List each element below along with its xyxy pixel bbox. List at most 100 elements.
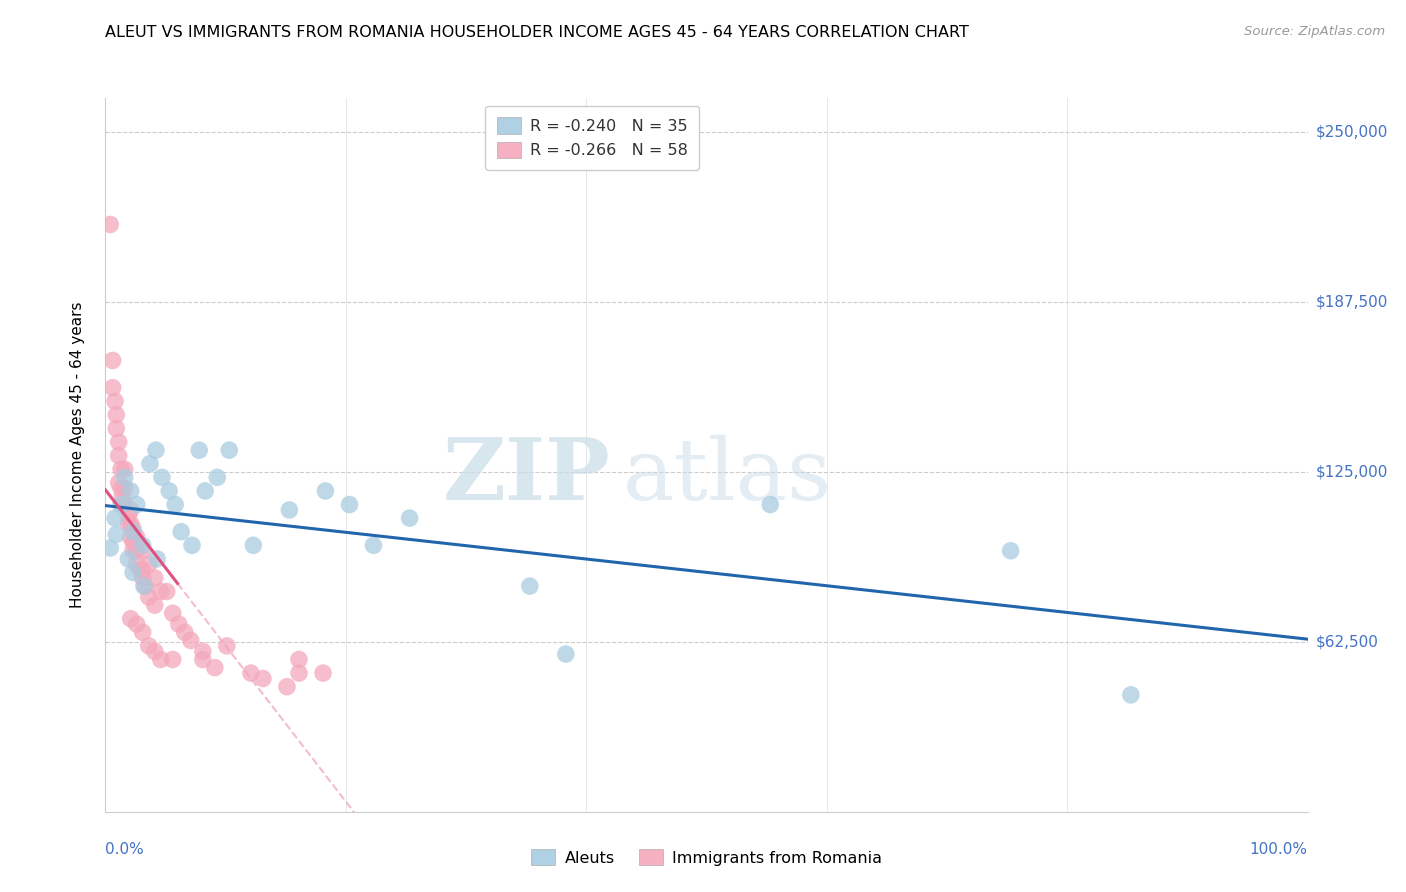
Point	[242, 538, 264, 552]
Legend: Aleuts, Immigrants from Romania: Aleuts, Immigrants from Romania	[522, 839, 891, 875]
Point	[173, 625, 195, 640]
Point	[114, 462, 136, 476]
Point	[149, 652, 172, 666]
Point	[101, 381, 124, 395]
Point	[110, 462, 132, 476]
Point	[288, 652, 311, 666]
Point	[132, 625, 155, 640]
Text: Source: ZipAtlas.com: Source: ZipAtlas.com	[1244, 25, 1385, 38]
Point	[125, 530, 148, 544]
Point	[122, 524, 145, 539]
Point	[114, 470, 136, 484]
Point	[194, 483, 217, 498]
Point	[314, 483, 336, 498]
Point	[132, 563, 155, 577]
Point	[239, 666, 262, 681]
Text: ZIP: ZIP	[443, 434, 610, 518]
Point	[363, 538, 385, 552]
Point	[150, 470, 173, 484]
Point	[276, 680, 298, 694]
Point	[165, 498, 187, 512]
Point	[105, 408, 128, 422]
Point	[122, 543, 145, 558]
Point	[122, 522, 145, 536]
Point	[398, 511, 420, 525]
Point	[110, 498, 132, 512]
Point	[132, 543, 155, 558]
Point	[181, 538, 204, 552]
Point	[122, 535, 145, 549]
Point	[125, 498, 148, 512]
Point	[129, 563, 152, 577]
Point	[132, 571, 155, 585]
Point	[519, 579, 541, 593]
Point	[156, 584, 179, 599]
Point	[138, 590, 160, 604]
Point	[759, 498, 782, 512]
Point	[191, 644, 214, 658]
Point	[117, 552, 139, 566]
Text: 100.0%: 100.0%	[1250, 842, 1308, 857]
Point	[1119, 688, 1142, 702]
Point	[288, 666, 311, 681]
Point	[114, 498, 136, 512]
Point	[98, 218, 121, 232]
Point	[104, 394, 127, 409]
Point	[170, 524, 193, 539]
Point	[107, 449, 129, 463]
Point	[122, 566, 145, 580]
Point	[162, 607, 184, 621]
Point	[146, 552, 169, 566]
Point	[114, 481, 136, 495]
Text: $187,500: $187,500	[1316, 294, 1388, 310]
Point	[1000, 543, 1022, 558]
Point	[145, 443, 167, 458]
Point	[117, 516, 139, 531]
Point	[180, 633, 202, 648]
Point	[120, 503, 142, 517]
Point	[120, 612, 142, 626]
Point	[138, 639, 160, 653]
Point	[252, 672, 274, 686]
Point	[107, 435, 129, 450]
Point	[143, 571, 166, 585]
Point	[162, 652, 184, 666]
Point	[554, 647, 576, 661]
Point	[339, 498, 361, 512]
Point	[120, 516, 142, 531]
Point	[125, 617, 148, 632]
Point	[143, 598, 166, 612]
Point	[157, 483, 180, 498]
Point	[312, 666, 335, 681]
Point	[132, 579, 155, 593]
Point	[107, 475, 129, 490]
Point	[104, 511, 127, 525]
Point	[120, 483, 142, 498]
Point	[204, 660, 226, 674]
Point	[134, 579, 156, 593]
Point	[120, 530, 142, 544]
Point	[105, 527, 128, 541]
Point	[143, 644, 166, 658]
Point	[125, 558, 148, 572]
Point	[125, 543, 148, 558]
Point	[218, 443, 240, 458]
Text: 0.0%: 0.0%	[105, 842, 145, 857]
Point	[111, 489, 134, 503]
Point	[188, 443, 211, 458]
Point	[191, 652, 214, 666]
Text: ALEUT VS IMMIGRANTS FROM ROMANIA HOUSEHOLDER INCOME AGES 45 - 64 YEARS CORRELATI: ALEUT VS IMMIGRANTS FROM ROMANIA HOUSEHO…	[105, 25, 969, 40]
Y-axis label: Householder Income Ages 45 - 64 years: Householder Income Ages 45 - 64 years	[70, 301, 84, 608]
Point	[101, 353, 124, 368]
Text: $250,000: $250,000	[1316, 125, 1388, 140]
Point	[215, 639, 238, 653]
Point	[98, 541, 121, 555]
Point	[117, 508, 139, 523]
Point	[207, 470, 229, 484]
Point	[138, 558, 160, 572]
Point	[139, 457, 162, 471]
Point	[105, 421, 128, 435]
Text: $62,500: $62,500	[1316, 634, 1379, 649]
Point	[278, 503, 301, 517]
Point	[110, 481, 132, 495]
